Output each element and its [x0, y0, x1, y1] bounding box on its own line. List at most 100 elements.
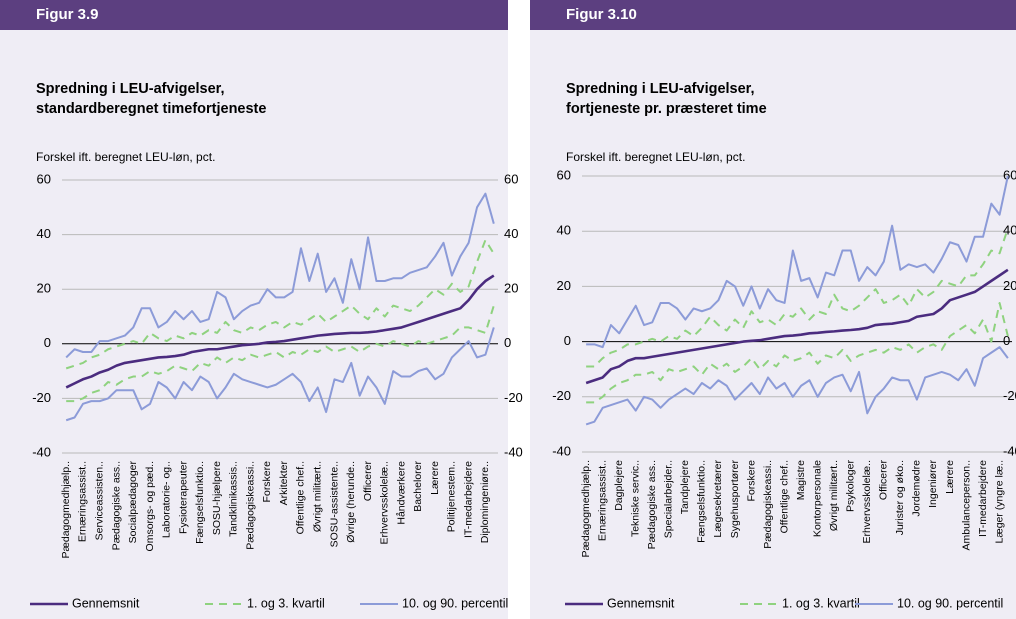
x-tick-label: Politijenestem.. [446, 461, 458, 532]
legend-label: 10. og 90. percentil [402, 596, 508, 610]
x-tick-label: IT-medarbejdere [977, 460, 989, 537]
y2-tick-label: -20 [504, 390, 523, 405]
figure-label: Figur 3.9 [36, 6, 99, 23]
y-tick-label: -20 [552, 388, 571, 403]
x-tick-label: Øvrigt militært.. [312, 461, 324, 532]
series-line [586, 175, 1009, 349]
legend-label: Gennemsnit [72, 596, 140, 610]
x-tick-label: Lægesekretærer [712, 460, 724, 538]
y2-tick-label: 40 [504, 226, 518, 241]
x-tick-label: Officerer [362, 461, 374, 502]
x-tick-label: Pædagogiskeassi.. [762, 460, 774, 549]
x-tick-label: Tandklinikassis.. [228, 461, 240, 537]
x-tick-label: Serviceassisten.. [94, 461, 106, 540]
series-line [586, 301, 1009, 404]
x-tick-label: Lærere [944, 460, 956, 494]
y2-tick-label: 0 [1003, 333, 1010, 348]
x-tick-label: Tekniske servic.. [630, 460, 642, 537]
x-tick-label: Ernæringsassist.. [596, 460, 608, 541]
figure-label: Figur 3.10 [566, 6, 637, 23]
x-tick-label: Pædagogiske ass.. [646, 460, 658, 549]
y-tick-label: 0 [44, 335, 51, 350]
x-tick-label: Jurister og øko.. [894, 460, 906, 535]
x-tick-label: Kontorpersonale [811, 460, 823, 537]
y2-tick-label: 0 [504, 335, 511, 350]
x-tick-label: SOSU-assistente.. [328, 461, 340, 547]
x-tick-label: Socialpædagoger [127, 461, 139, 544]
x-tick-label: Laboratorie- og.. [161, 461, 173, 538]
legend-label: 1. og 3. kvartil [247, 596, 325, 610]
x-tick-label: Specialarbejder.. [663, 460, 675, 538]
x-tick-label: Sygehusportører [729, 459, 741, 538]
y-tick-label: -40 [552, 443, 571, 458]
x-tick-label: Forskere [745, 460, 757, 502]
x-tick-label: Ernæringsassist.. [77, 461, 89, 542]
x-tick-label: Ingeniører [927, 460, 939, 508]
series-line [66, 305, 495, 403]
chart-title: Spredning i LEU-afvigelser, [566, 81, 755, 97]
x-tick-label: Offentlige chef.. [295, 461, 307, 534]
y2-tick-label: 20 [1003, 278, 1016, 293]
x-tick-label: Ambulanceperson.. [960, 460, 972, 550]
y-axis-label: Forskel ift. beregnet LEU-løn, pct. [566, 150, 745, 164]
series-line [65, 192, 495, 359]
x-tick-label: Fængselsfunktio.. [696, 460, 708, 543]
y-tick-label: 20 [37, 281, 51, 296]
y2-tick-label: -40 [1003, 443, 1016, 458]
x-tick-label: Jordemødre [911, 460, 923, 517]
chart-title: Spredning i LEU-afvigelser, [36, 81, 225, 97]
y2-tick-label: -20 [1003, 388, 1016, 403]
series-line [65, 239, 495, 370]
y2-tick-label: 60 [504, 171, 518, 186]
x-tick-label: Pædagogmedhjælp.. [60, 461, 72, 558]
y-tick-label: 40 [37, 226, 51, 241]
x-tick-label: Omsorgs- og pæd.. [144, 461, 156, 551]
y2-tick-label: 60 [1003, 167, 1016, 182]
y-tick-label: -40 [32, 444, 51, 459]
x-tick-label: Pædagogmedhjælp.. [580, 460, 592, 557]
panel-header [0, 0, 508, 30]
y-tick-label: 40 [557, 223, 571, 238]
y2-tick-label: -40 [504, 444, 523, 459]
x-tick-label: Pædagogiskeassi.. [244, 461, 256, 550]
x-tick-label: Erhvervsskolelæ.. [861, 460, 873, 543]
legend-label: Gennemsnit [607, 596, 675, 610]
x-tick-label: Pædagogiske ass.. [110, 461, 122, 550]
y-tick-label: 60 [37, 171, 51, 186]
x-tick-label: Øvrigt militært.. [828, 460, 840, 531]
x-tick-label: Læger (yngre læ.. [993, 460, 1005, 543]
chart-title: fortjeneste pr. præsteret time [566, 101, 767, 117]
x-tick-label: Bachelorer [412, 461, 424, 512]
series-line [586, 228, 1009, 368]
x-tick-label: IT-medarbejdere [462, 461, 474, 538]
y-tick-label: 60 [557, 167, 571, 182]
x-tick-label: SOSU-hjælpere [211, 461, 223, 535]
x-tick-label: Fængselsfunktio.. [194, 461, 206, 544]
x-tick-label: Håndværkere [395, 461, 407, 525]
series-line [65, 327, 495, 422]
y-axis-label: Forskel ift. beregnet LEU-løn, pct. [36, 150, 215, 164]
x-tick-label: Erhvervsskolelæ.. [379, 461, 391, 544]
x-tick-label: Fysioterapeuter [177, 460, 189, 533]
y-tick-label: 0 [564, 333, 571, 348]
x-tick-label: Arkitekter [278, 460, 290, 505]
x-tick-label: Offentlige chef.. [778, 460, 790, 533]
y2-tick-label: 20 [504, 281, 518, 296]
x-tick-label: Psykologer [845, 460, 857, 512]
x-tick-label: Tandplejere [679, 460, 691, 514]
panel-bg [0, 0, 508, 619]
panel-bg [530, 0, 1016, 619]
series-line [585, 268, 1009, 385]
x-tick-label: Forskere [261, 461, 273, 503]
x-tick-label: Øvrige (herunde.. [345, 461, 357, 543]
series-line [585, 346, 1009, 426]
y-tick-label: 20 [557, 278, 571, 293]
series-line [65, 274, 495, 389]
x-tick-label: Dagplejere [613, 460, 625, 511]
x-tick-label: Diplomingeniøre.. [479, 461, 491, 543]
y-tick-label: -20 [32, 390, 51, 405]
x-tick-label: Officerer [878, 460, 890, 501]
x-tick-label: Magistre [795, 460, 807, 500]
x-tick-label: Lærere [429, 461, 441, 495]
chart-title: standardberegnet timefortjeneste [36, 101, 266, 117]
